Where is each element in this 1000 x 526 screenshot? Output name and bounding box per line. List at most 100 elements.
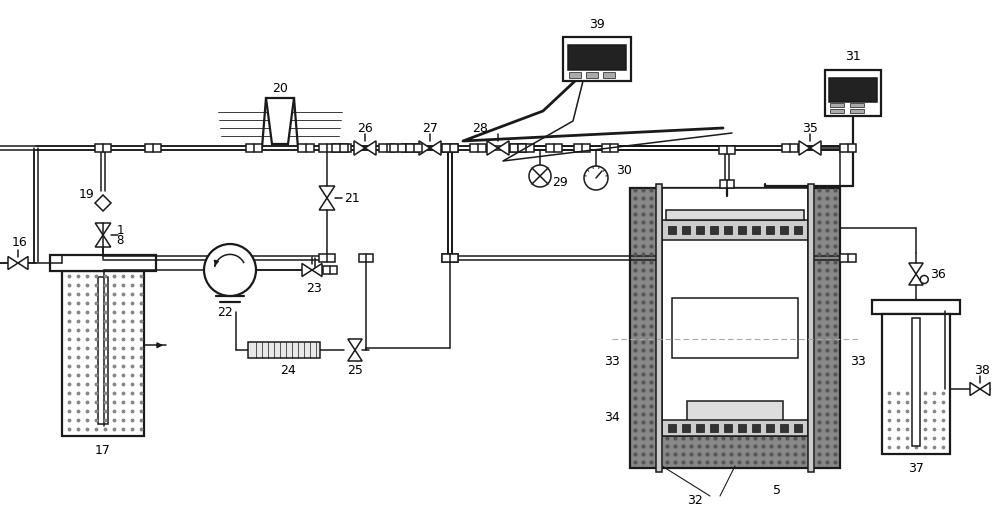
Bar [682, 226, 690, 234]
Bar [825, 70, 881, 116]
Bar [602, 144, 618, 153]
Bar [518, 144, 534, 153]
Bar [794, 424, 802, 432]
Bar [359, 254, 373, 262]
Circle shape [584, 166, 608, 190]
Bar [98, 277, 108, 424]
Bar [145, 144, 161, 153]
Bar [442, 144, 458, 153]
Text: 33: 33 [850, 355, 866, 368]
Bar [738, 226, 746, 234]
Bar [442, 144, 458, 153]
Bar [850, 103, 864, 107]
Bar [442, 254, 458, 262]
Bar [402, 144, 418, 153]
Bar [563, 37, 631, 81]
Polygon shape [430, 141, 441, 155]
Polygon shape [419, 141, 430, 155]
Polygon shape [266, 98, 294, 144]
Polygon shape [909, 274, 923, 285]
Polygon shape [365, 141, 376, 155]
Bar [323, 266, 337, 274]
Bar [574, 144, 590, 153]
Bar [780, 226, 788, 234]
Text: 22: 22 [217, 306, 233, 319]
Bar [630, 188, 840, 468]
Bar [656, 184, 662, 472]
Polygon shape [810, 141, 821, 155]
Bar [603, 72, 615, 78]
Bar [840, 254, 856, 262]
Bar [752, 424, 760, 432]
Bar [62, 271, 144, 436]
Bar [95, 144, 111, 153]
Text: 27: 27 [422, 122, 438, 135]
Bar [780, 424, 788, 432]
Bar [335, 144, 351, 153]
Bar [766, 226, 774, 234]
Bar [872, 300, 960, 314]
Bar [248, 342, 320, 358]
Text: 17: 17 [95, 443, 111, 457]
Bar [510, 144, 526, 153]
Bar [840, 144, 856, 153]
Text: 16: 16 [12, 237, 28, 249]
Polygon shape [95, 223, 111, 235]
Bar [808, 184, 814, 472]
Bar [710, 226, 718, 234]
Bar [586, 72, 598, 78]
Text: 25: 25 [347, 363, 363, 377]
Text: 38: 38 [974, 365, 990, 378]
Bar [390, 144, 406, 153]
Text: 23: 23 [306, 281, 322, 295]
Bar [50, 255, 156, 271]
Polygon shape [909, 263, 923, 274]
Polygon shape [319, 198, 335, 210]
Text: 30: 30 [616, 164, 632, 177]
Bar [666, 210, 804, 220]
Polygon shape [8, 257, 18, 269]
Bar [738, 424, 746, 432]
Polygon shape [312, 264, 322, 277]
Bar [794, 226, 802, 234]
Text: 39: 39 [589, 17, 605, 31]
Polygon shape [348, 339, 362, 350]
Bar [246, 144, 262, 153]
Text: 26: 26 [357, 122, 373, 135]
Polygon shape [799, 141, 810, 155]
Bar [724, 424, 732, 432]
Polygon shape [302, 264, 312, 277]
Bar [470, 144, 486, 153]
Bar [766, 424, 774, 432]
Text: 35: 35 [802, 122, 818, 135]
Bar [569, 72, 581, 78]
Bar [682, 424, 690, 432]
Bar [782, 144, 798, 153]
Text: 21: 21 [344, 191, 360, 205]
Bar [829, 78, 877, 102]
Text: 29: 29 [552, 176, 568, 188]
Text: 5: 5 [773, 483, 781, 497]
Polygon shape [319, 186, 335, 198]
Bar [319, 144, 335, 153]
Bar [510, 144, 526, 153]
Circle shape [529, 165, 551, 187]
Text: 24: 24 [280, 363, 296, 377]
Polygon shape [95, 235, 111, 247]
Polygon shape [348, 350, 362, 361]
Bar [298, 144, 314, 153]
Bar [830, 103, 844, 107]
Polygon shape [354, 141, 365, 155]
Bar [696, 226, 704, 234]
Text: 8: 8 [116, 234, 124, 247]
Bar [668, 424, 676, 432]
Text: 19: 19 [79, 187, 95, 200]
Bar [442, 254, 458, 262]
Bar [546, 144, 562, 153]
Polygon shape [487, 141, 498, 155]
Text: 28: 28 [472, 122, 488, 135]
Text: 31: 31 [845, 50, 861, 64]
Text: 37: 37 [908, 461, 924, 474]
Bar [687, 401, 783, 431]
Bar [668, 226, 676, 234]
